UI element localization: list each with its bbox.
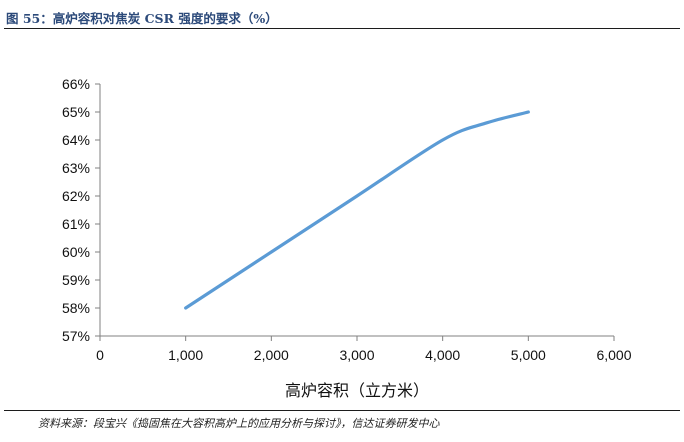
y-tick-label: 57% <box>62 328 90 344</box>
x-axis-title: 高炉容积（立方米） <box>285 381 429 400</box>
y-tick-label: 58% <box>62 300 90 316</box>
x-tick-label: 1,000 <box>168 347 203 363</box>
source-rule <box>4 410 680 411</box>
series-line-0 <box>184 110 530 310</box>
y-tick-label: 66% <box>62 76 90 92</box>
x-tick-label: 0 <box>96 347 104 363</box>
x-tick-label: 4,000 <box>425 347 460 363</box>
x-tick-label: 6,000 <box>596 347 631 363</box>
y-tick-label: 60% <box>62 244 90 260</box>
y-tick-label: 61% <box>62 216 90 232</box>
y-tick-label: 63% <box>62 160 90 176</box>
x-tick-label: 5,000 <box>511 347 546 363</box>
y-tick-label: 62% <box>62 188 90 204</box>
x-tick-label: 3,000 <box>339 347 374 363</box>
y-tick-label: 65% <box>62 104 90 120</box>
y-tick-label: 59% <box>62 272 90 288</box>
y-tick-label: 64% <box>62 132 90 148</box>
figure-title: 图 55：高炉容积对焦炭 CSR 强度的要求（%） <box>6 11 278 26</box>
title-rule <box>4 28 680 29</box>
source-note: 资料来源：段宝兴《捣固焦在大容积高炉上的应用分析与探讨》，信达证券研发中心 <box>38 417 440 430</box>
x-tick-label: 2,000 <box>254 347 289 363</box>
